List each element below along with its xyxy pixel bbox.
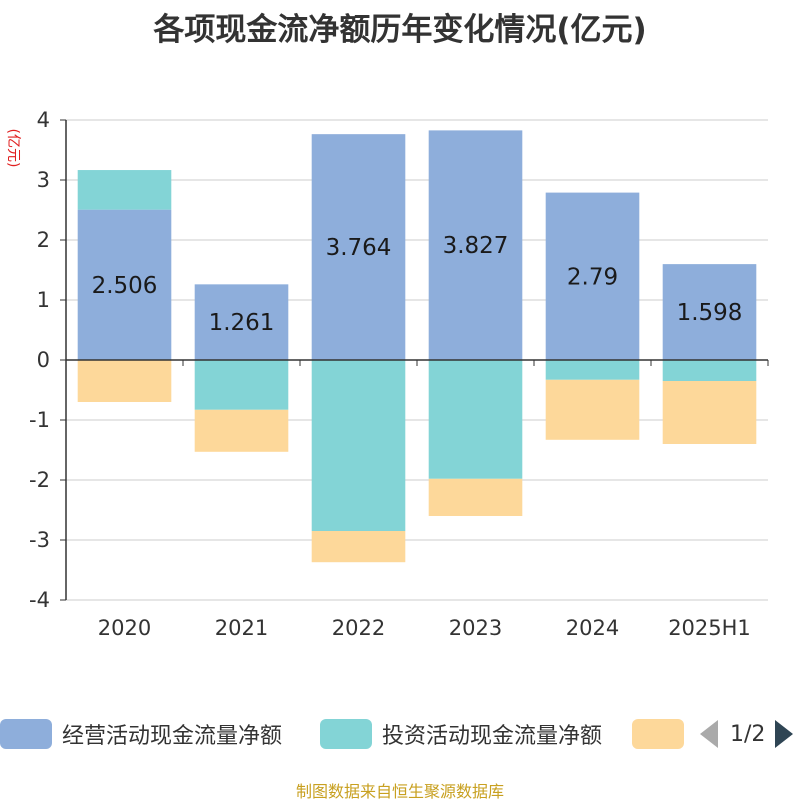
source-note: 制图数据来自恒生聚源数据库: [295, 782, 504, 801]
data-label-2024: 2.79: [567, 264, 618, 290]
legend-label-investing: 投资活动现金流量净额: [382, 724, 603, 749]
x-tick-label: 2022: [332, 616, 385, 640]
y-tick-label: -3: [29, 528, 50, 552]
x-tick-label: 2025H1: [668, 616, 751, 640]
bar-2021-series-2: [194, 409, 289, 452]
bar-2021-series-0: [194, 284, 289, 360]
y-tick-label: -2: [29, 468, 50, 492]
legend-swatch-financing: [632, 719, 684, 749]
bar-2020-series-0: [77, 209, 172, 360]
x-tick-label: 2023: [449, 616, 502, 640]
y-tick-label: 1: [37, 288, 50, 312]
legend-next-page-icon[interactable]: [775, 720, 794, 748]
legend-label-operating: 经营活动现金流量净额: [62, 724, 283, 749]
y-tick-label: -1: [29, 408, 50, 432]
data-label-2025H1: 1.598: [677, 300, 743, 326]
bar-2025H1-series-1: [662, 360, 757, 381]
y-tick-label: 2: [37, 228, 50, 252]
y-tick-label: -4: [29, 588, 50, 612]
bar-2022-series-2: [311, 531, 406, 563]
bar-2022-series-1: [311, 360, 406, 531]
data-label-2022: 3.764: [326, 235, 392, 261]
chart-title: 各项现金流净额历年变化情况(亿元): [153, 12, 647, 48]
x-tick-label: 2021: [215, 616, 268, 640]
bar-2024-series-2: [545, 379, 640, 440]
legend-swatch-investing: [320, 719, 372, 749]
legend-page-indicator: 1/2: [730, 721, 766, 747]
bar-2020-series-1: [77, 170, 172, 210]
data-label-2021: 1.261: [209, 310, 275, 336]
bar-2024-series-0: [545, 192, 640, 360]
bar-2025H1-series-2: [662, 381, 757, 444]
bar-2022-series-0: [311, 134, 406, 360]
bar-2025H1-series-0: [662, 264, 757, 360]
x-tick-label: 2020: [98, 616, 151, 640]
legend-pager: 1/2: [700, 718, 794, 750]
chart-plot: (亿元) 4 3 2 1 0 -1 -2 -3 -4 2.506 2020 1.261 2021 3.764…: [5, 108, 769, 640]
legend-item-operating[interactable]: 经营活动现金流量净额: [0, 718, 282, 750]
bar-2020-series-2: [77, 360, 172, 402]
data-label-2020: 2.506: [92, 273, 158, 299]
legend: 经营活动现金流量净额 投资活动现金流量净额 1/2: [0, 712, 800, 756]
bar-2023-series-0: [428, 130, 523, 360]
x-tick-label: 2024: [566, 616, 619, 640]
data-label-2023: 3.827: [443, 233, 509, 259]
y-tick-label: 3: [37, 168, 50, 192]
legend-item-investing[interactable]: 投资活动现金流量净额: [320, 718, 602, 750]
legend-swatch-operating: [0, 719, 52, 749]
legend-prev-page-icon[interactable]: [700, 720, 718, 748]
bar-2021-series-1: [194, 360, 289, 410]
y-tick-label: 0: [37, 348, 50, 372]
y-tick-label: 4: [37, 108, 50, 132]
bar-2023-series-1: [428, 360, 523, 479]
y-axis-title: (亿元): [5, 129, 21, 168]
bar-2024-series-1: [545, 360, 640, 380]
legend-item-financing[interactable]: [632, 718, 684, 750]
bar-2023-series-2: [428, 478, 523, 516]
